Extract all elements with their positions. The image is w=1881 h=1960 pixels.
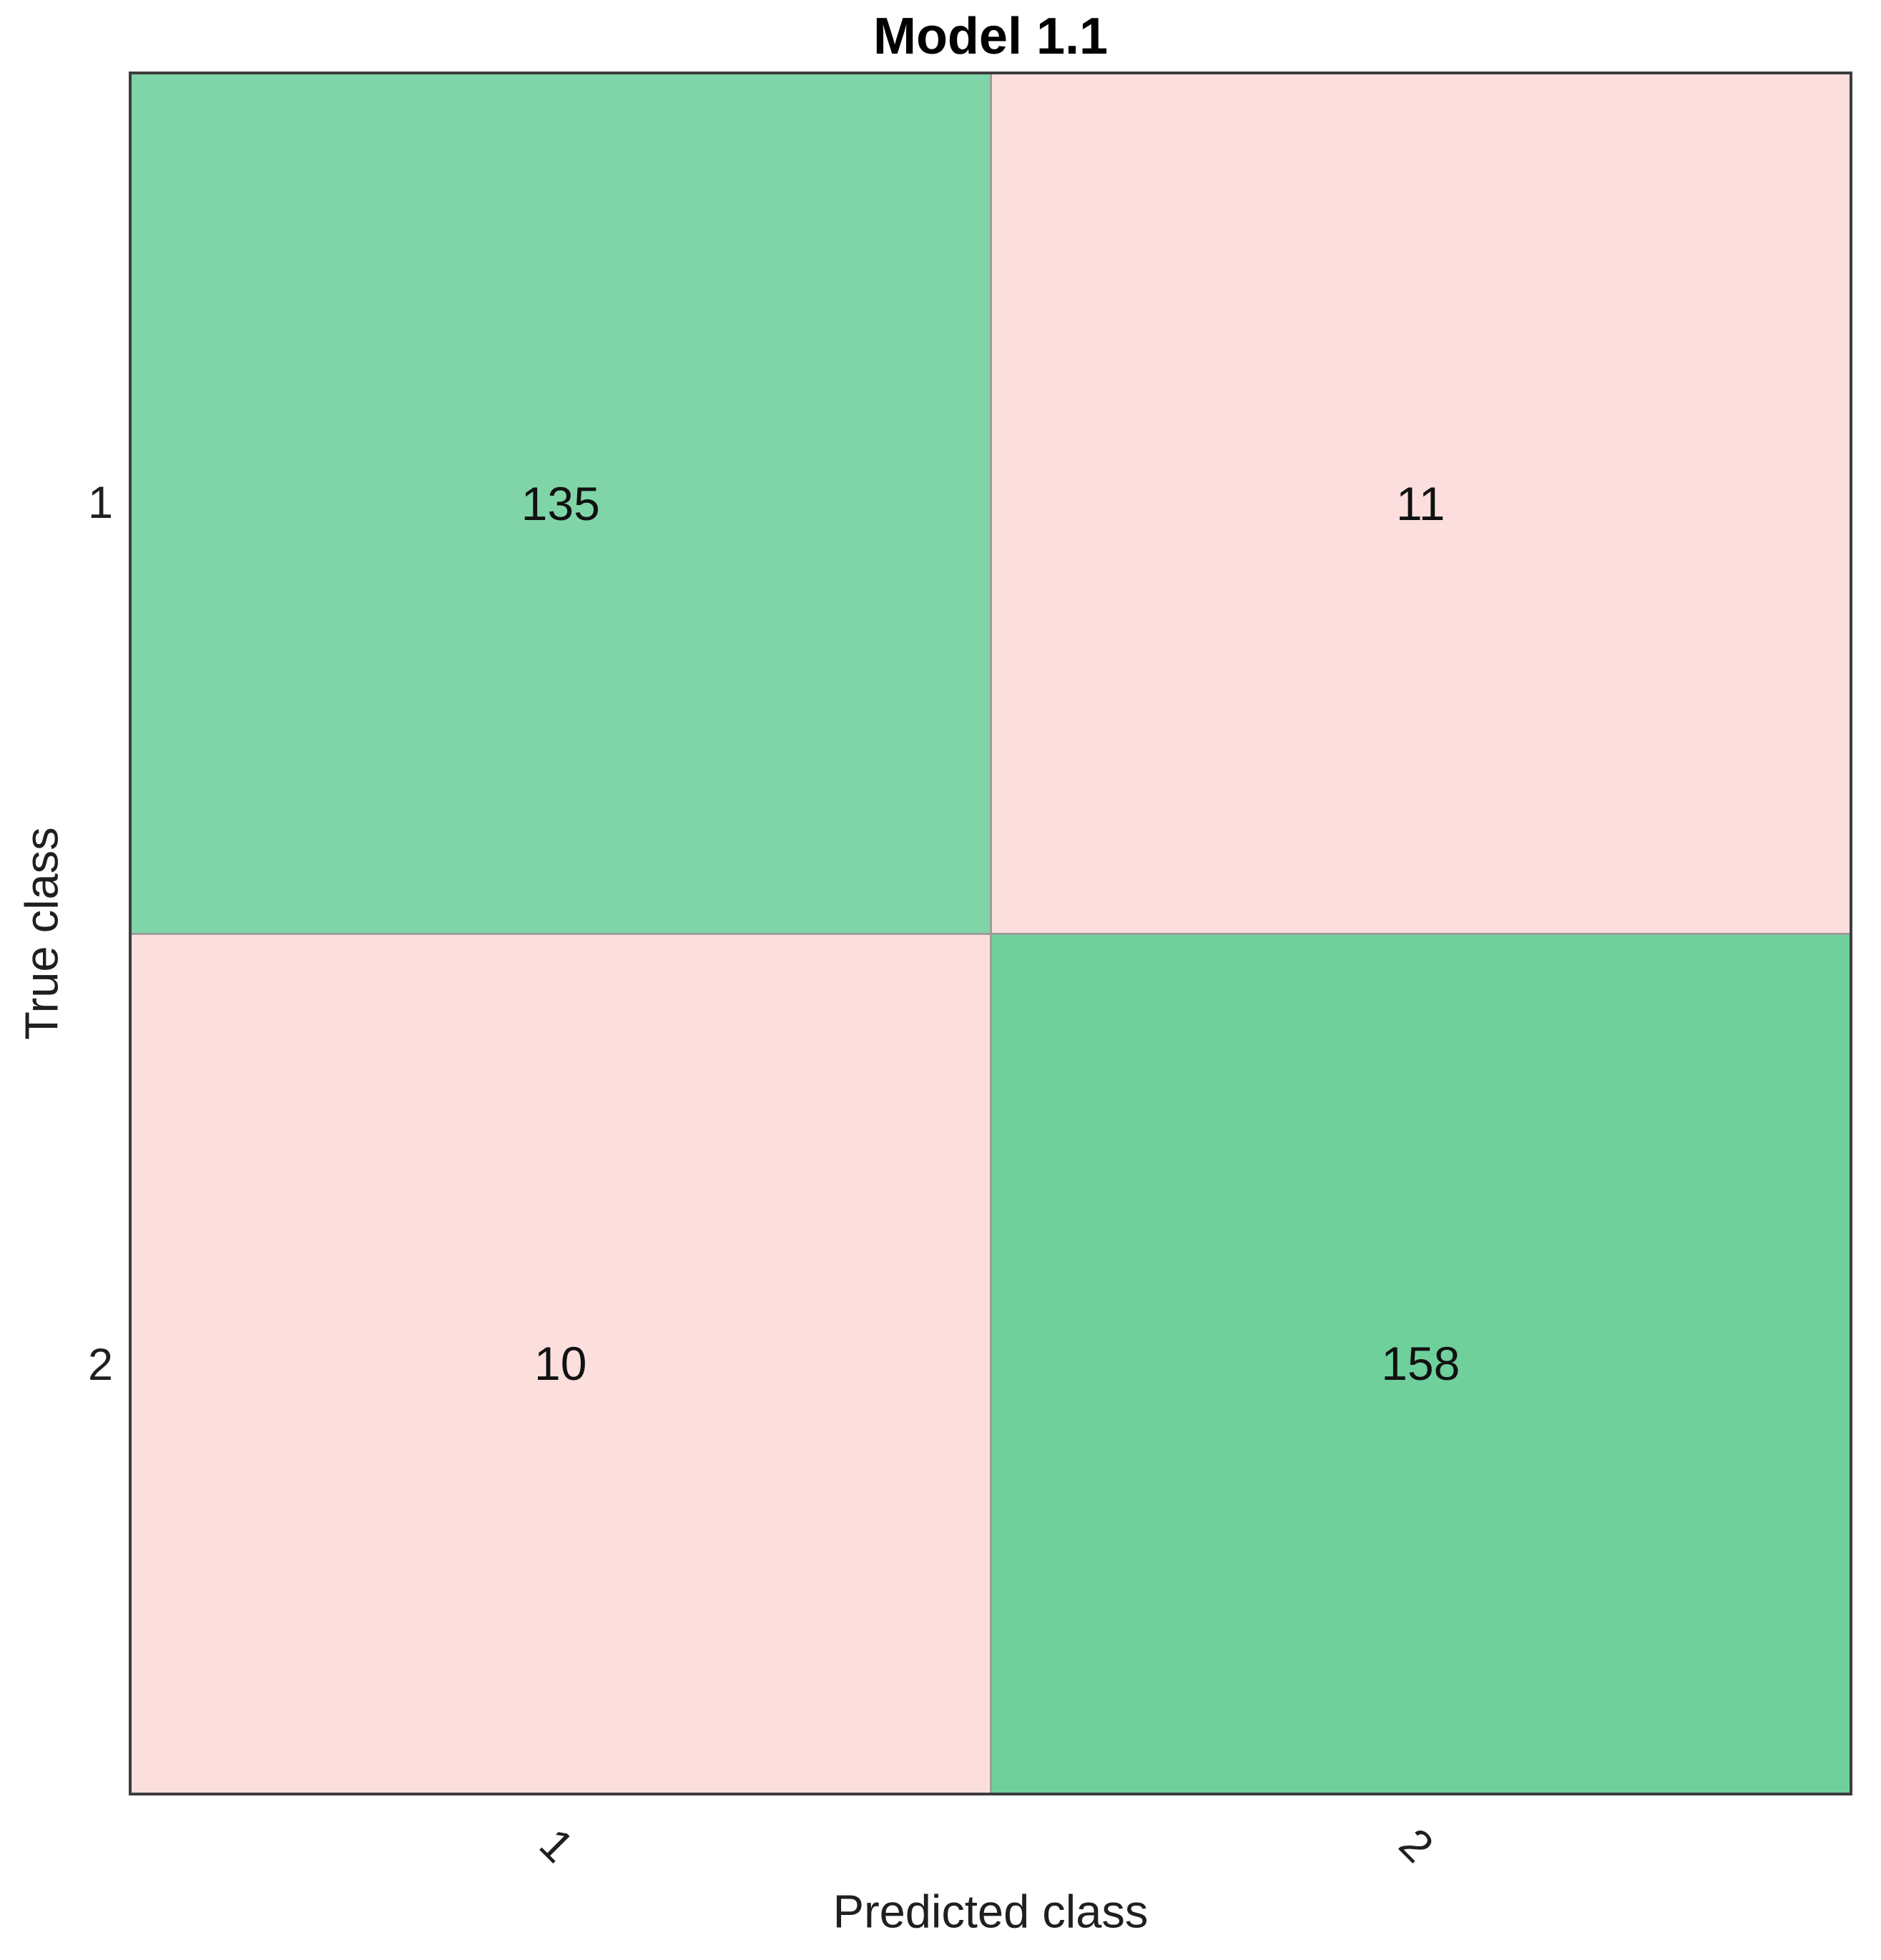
y-tick-label-2: 2 xyxy=(87,1340,113,1390)
matrix-cell-true1-pred2: 11 xyxy=(991,74,1850,933)
matrix-plot: 135 11 10 158 xyxy=(129,72,1852,1795)
cell-value-true1-pred1: 135 xyxy=(521,476,600,530)
cell-value-true2-pred1: 10 xyxy=(534,1337,587,1391)
chart-title: Model 1.1 xyxy=(873,8,1109,65)
x-tick-label-1: 1 xyxy=(529,1818,584,1873)
matrix-cell-true2-pred1: 10 xyxy=(132,934,990,1793)
y-tick-label-1: 1 xyxy=(87,478,113,528)
x-axis-label: Predicted class xyxy=(833,1885,1149,1938)
x-tick-label-2: 2 xyxy=(1389,1818,1443,1873)
matrix-cell-true1-pred1: 135 xyxy=(132,74,990,933)
cell-value-true1-pred2: 11 xyxy=(1395,476,1445,530)
matrix-cell-true2-pred2: 158 xyxy=(991,934,1850,1793)
y-axis-label: True class xyxy=(15,827,68,1040)
cell-value-true2-pred2: 158 xyxy=(1381,1337,1460,1391)
